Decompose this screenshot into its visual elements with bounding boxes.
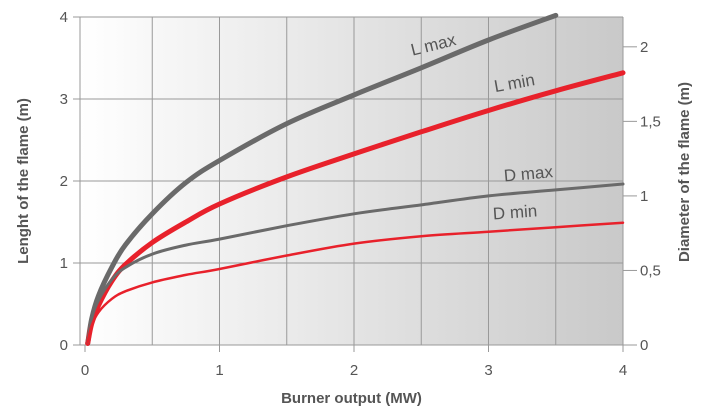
- y-tick-label: 2: [60, 173, 68, 190]
- y-axis-title: Lenght of the flame (m): [15, 98, 32, 264]
- x-tick-label: 4: [619, 362, 627, 379]
- y2-axis-title: Diameter of the flame (m): [676, 82, 693, 262]
- y-tick-label: 4: [60, 9, 68, 26]
- y2-tick-label: 0,5: [640, 262, 661, 279]
- x-tick-label: 2: [350, 362, 358, 379]
- series-line-d-max: [86, 182, 625, 344]
- series-label-d-min: D min: [492, 201, 538, 223]
- x-tick-label: 1: [215, 362, 223, 379]
- y2-tick-label: 2: [640, 39, 648, 56]
- series-line-d-min: [86, 221, 625, 344]
- x-tick-label: 0: [81, 362, 89, 379]
- y-tick-label: 1: [60, 255, 68, 272]
- y2-tick-label: 1,5: [640, 113, 661, 130]
- y2-tick-label: 0: [640, 337, 648, 354]
- x-axis-title: Burner output (MW): [281, 390, 422, 407]
- series-line-l-min: [85, 70, 626, 346]
- y-tick-label: 3: [60, 91, 68, 108]
- x-tick-label: 3: [484, 362, 492, 379]
- series-line-l-max: [85, 12, 559, 346]
- y-tick-label: 0: [60, 337, 68, 354]
- series-lines: [85, 12, 626, 346]
- series-label-d-max: D max: [503, 162, 554, 185]
- y2-tick-label: 1: [640, 188, 648, 205]
